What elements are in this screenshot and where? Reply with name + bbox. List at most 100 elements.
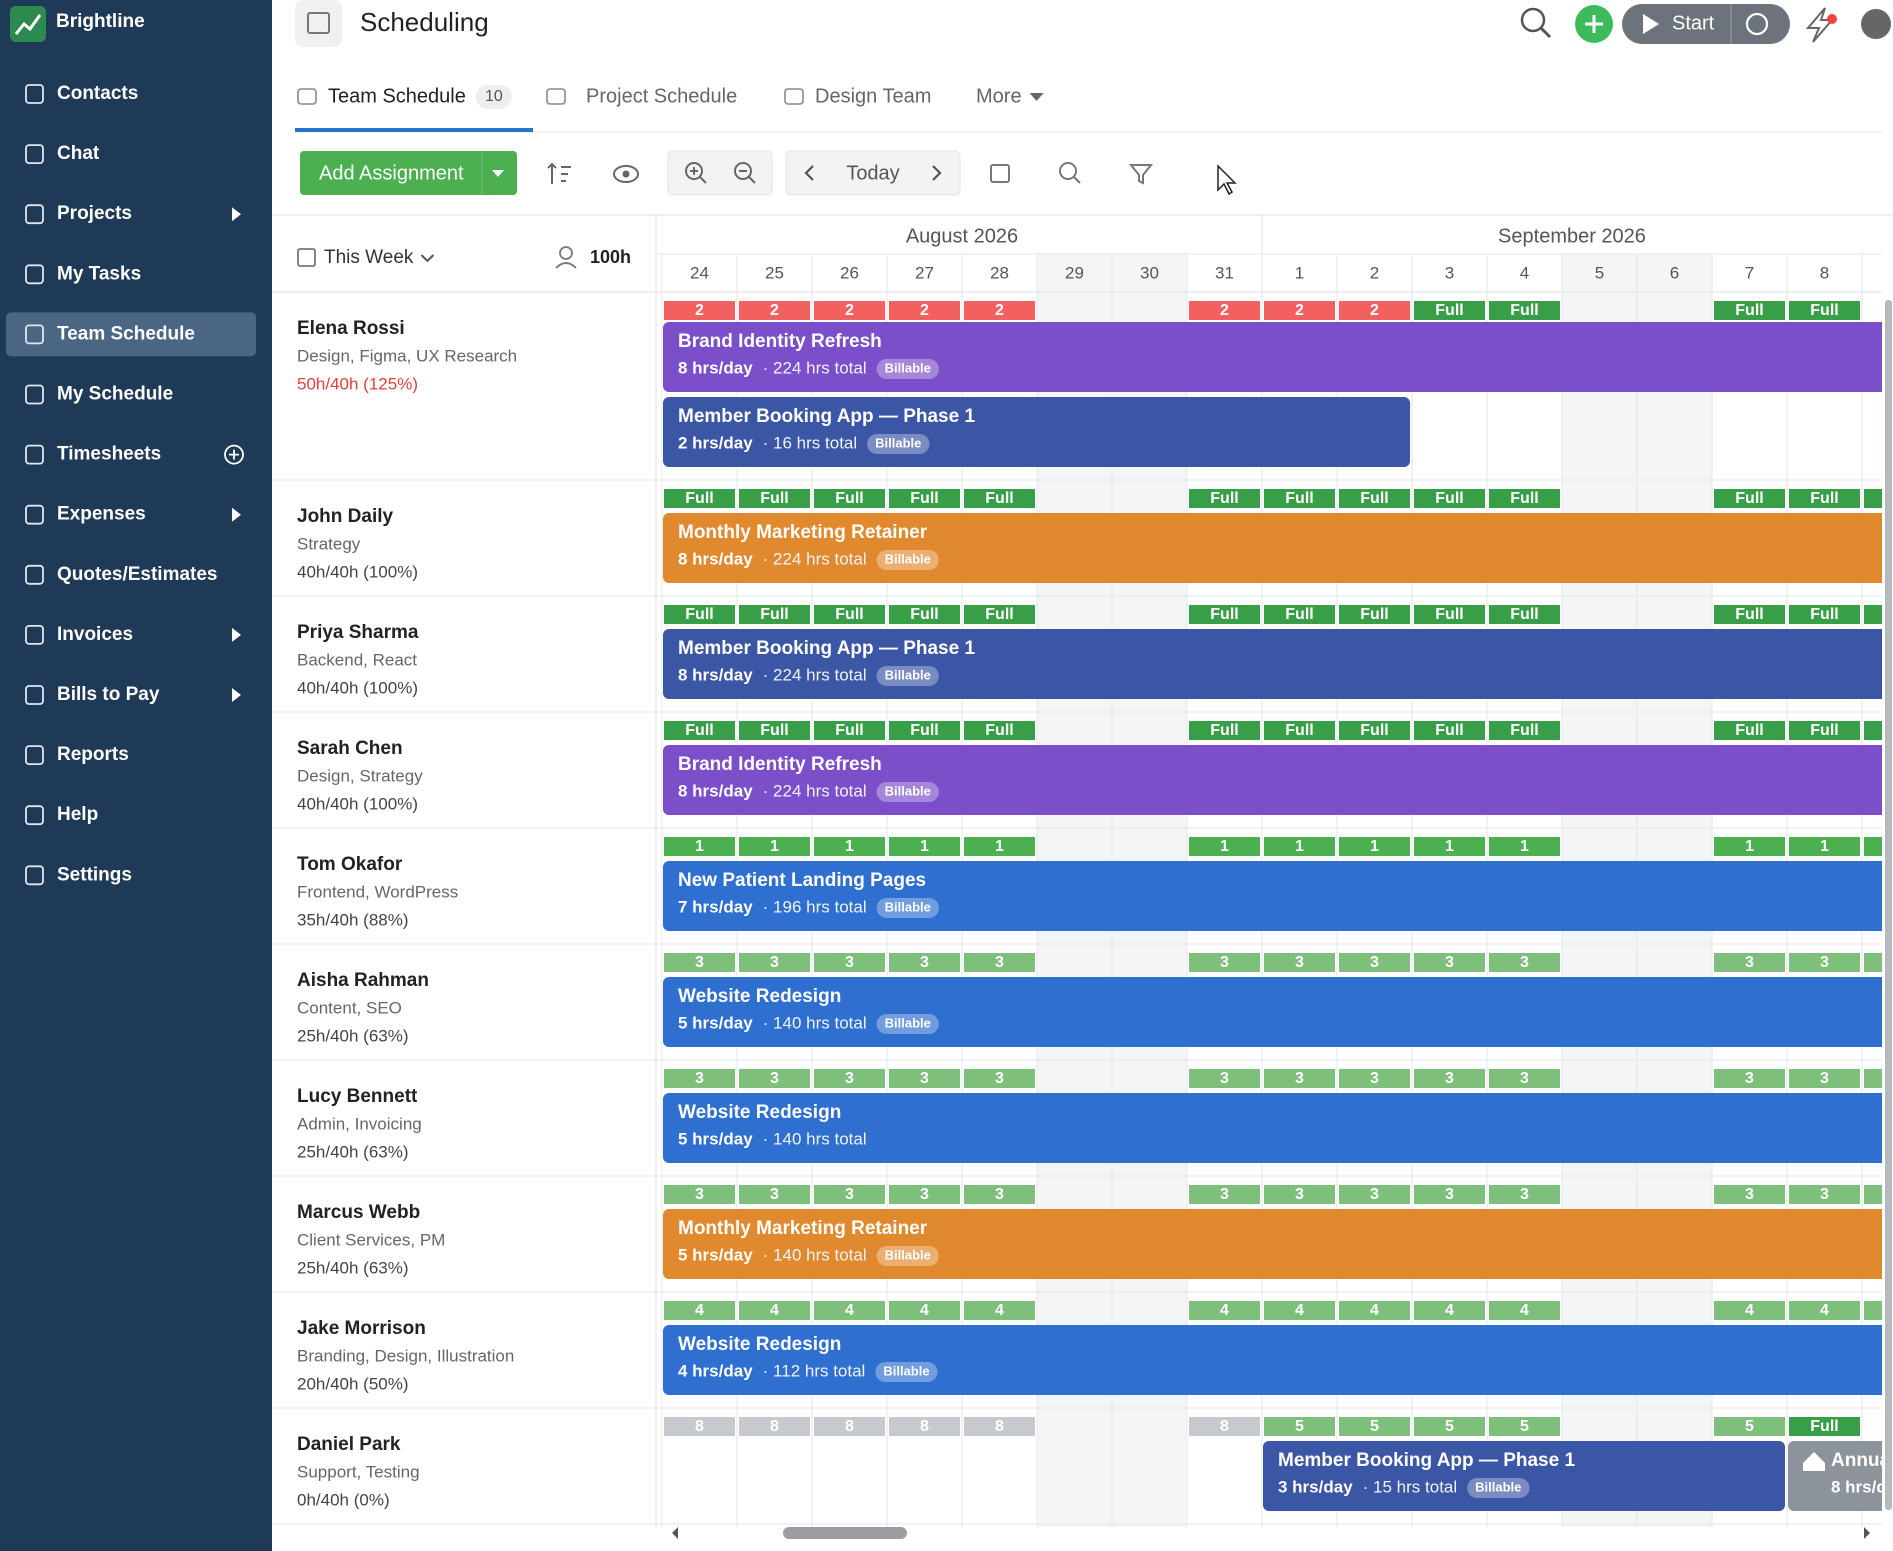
nav-item[interactable]: Expenses bbox=[25, 504, 241, 525]
scroll-right[interactable] bbox=[1864, 1527, 1870, 1539]
capacity-cell bbox=[1414, 721, 1485, 740]
capacity-label: 2 bbox=[845, 302, 854, 319]
nav-icon bbox=[25, 625, 44, 645]
capacity-cell bbox=[1864, 837, 1882, 856]
nav-item[interactable]: Contacts bbox=[25, 83, 138, 104]
zoom-out[interactable] bbox=[734, 162, 752, 180]
capacity-label: Full bbox=[1285, 722, 1313, 739]
nav-item[interactable]: Invoices bbox=[25, 624, 241, 645]
nav-item[interactable]: Chat bbox=[25, 143, 100, 164]
capacity-cell bbox=[1339, 953, 1410, 972]
capacity-cell bbox=[1789, 953, 1860, 972]
nav-item[interactable]: Projects bbox=[25, 203, 241, 224]
capacity-label: 3 bbox=[770, 1070, 779, 1087]
person-name[interactable]: Sarah Chen bbox=[297, 738, 403, 759]
nav-item[interactable]: My Schedule bbox=[25, 384, 173, 405]
grid-search[interactable] bbox=[1059, 162, 1077, 180]
assignment-bar[interactable]: Website Redesign 5 hrs/day · 140 hrs total… bbox=[663, 977, 1893, 1047]
tab[interactable]: More bbox=[976, 85, 1044, 107]
tab[interactable]: Project Schedule bbox=[546, 85, 737, 107]
capacity-cell bbox=[889, 301, 960, 320]
date-picker[interactable] bbox=[990, 164, 1010, 183]
assignment-bar[interactable]: Member Booking App — Phase 1 2 hrs/day · 1… bbox=[663, 397, 1410, 467]
tab-count: 10 bbox=[485, 88, 503, 105]
assignment-rate: 5 hrs/day bbox=[678, 1129, 753, 1148]
nav-item[interactable]: Help bbox=[25, 804, 98, 825]
day-label: 4 bbox=[1520, 263, 1529, 282]
assignment-bar[interactable]: Annual Leave 8 hrs/day bbox=[1788, 1441, 1893, 1511]
capacity-cell bbox=[1264, 489, 1335, 508]
brand-logo bbox=[10, 6, 46, 42]
view-icon[interactable] bbox=[613, 165, 639, 183]
nav-item[interactable]: Quotes/Estimates bbox=[25, 564, 218, 585]
person-skills: Frontend, WordPress bbox=[297, 882, 458, 901]
assignment-bar[interactable]: Member Booking App — Phase 1 8 hrs/day · 2… bbox=[663, 629, 1893, 699]
nav-item[interactable]: Reports bbox=[25, 744, 129, 765]
avatar[interactable] bbox=[1861, 9, 1891, 39]
assignment-bar[interactable]: Member Booking App — Phase 1 3 hrs/day · 1… bbox=[1263, 1441, 1785, 1511]
scroll-thumb[interactable] bbox=[783, 1527, 907, 1539]
nav-item[interactable]: My Tasks bbox=[25, 263, 141, 284]
assignment-bar[interactable]: Website Redesign 4 hrs/day · 112 hrs total… bbox=[663, 1325, 1893, 1395]
tab[interactable]: Team Schedule 10 bbox=[297, 85, 512, 109]
capacity-cell bbox=[964, 1417, 1035, 1436]
nav-item[interactable]: Bills to Pay bbox=[25, 684, 241, 705]
search-button[interactable] bbox=[1520, 7, 1546, 33]
assignment-bar[interactable]: Monthly Marketing Retainer 5 hrs/day · 140… bbox=[663, 1209, 1893, 1279]
tab-icon bbox=[784, 88, 804, 105]
capacity-cell bbox=[814, 721, 885, 740]
assignment-bar[interactable]: Monthly Marketing Retainer 8 hrs/day · 224… bbox=[663, 513, 1893, 583]
person-name[interactable]: Aisha Rahman bbox=[297, 970, 429, 991]
range-caret bbox=[420, 254, 435, 263]
capacity-cell bbox=[814, 953, 885, 972]
next-button[interactable] bbox=[932, 165, 942, 181]
capacity-label: Full bbox=[835, 606, 863, 623]
capacity-cell bbox=[664, 1069, 735, 1088]
person-name[interactable]: Jake Morrison bbox=[297, 1318, 426, 1339]
person-name[interactable]: Tom Okafor bbox=[297, 854, 403, 875]
assignment-bar[interactable]: Brand Identity Refresh 8 hrs/day · 224 hrs… bbox=[663, 745, 1893, 815]
nav-item[interactable]: Settings bbox=[25, 864, 132, 885]
person-name[interactable]: Daniel Park bbox=[297, 1434, 401, 1455]
assignment-bar[interactable]: Brand Identity Refresh 8 hrs/day · 224 hrs… bbox=[663, 322, 1893, 392]
capacity-label: 4 bbox=[695, 1302, 704, 1319]
assignment-bar[interactable]: Website Redesign 5 hrs/day · 140 hrs total bbox=[663, 1093, 1893, 1163]
assignment-title: Monthly Marketing Retainer bbox=[678, 522, 928, 543]
capacity-label: Full bbox=[1735, 302, 1763, 319]
person-name[interactable]: Lucy Bennett bbox=[297, 1086, 418, 1107]
tab-caret bbox=[1029, 93, 1044, 101]
person-row: John Daily Strategy 40h/40h (100%) bbox=[297, 506, 418, 581]
today-button[interactable]: Today bbox=[846, 162, 899, 184]
billable-pill bbox=[876, 898, 939, 918]
range-selector[interactable]: This Week bbox=[324, 247, 414, 268]
person-name[interactable]: John Daily bbox=[297, 506, 394, 527]
mouse-cursor bbox=[1217, 164, 1237, 196]
person-name[interactable]: Marcus Webb bbox=[297, 1202, 420, 1223]
capacity-label: 2 bbox=[920, 302, 929, 319]
person-name[interactable]: Priya Sharma bbox=[297, 622, 419, 643]
capacity-label: Full bbox=[1210, 490, 1238, 507]
capacity-label: Full bbox=[1360, 722, 1388, 739]
assignment-title: Brand Identity Refresh bbox=[678, 331, 882, 352]
capacity-cell bbox=[889, 721, 960, 740]
assignment-title: Website Redesign bbox=[678, 986, 841, 1007]
capacity-cell bbox=[889, 1301, 960, 1320]
person-name[interactable]: Elena Rossi bbox=[297, 318, 405, 339]
filter-button[interactable] bbox=[1128, 164, 1154, 185]
capacity-label: 3 bbox=[995, 954, 1004, 971]
nav-item[interactable]: Team Schedule bbox=[6, 312, 256, 357]
tab[interactable]: Design Team bbox=[784, 85, 931, 107]
capacity-cell bbox=[1264, 301, 1335, 320]
zoom-in[interactable] bbox=[685, 162, 703, 180]
sort-icon[interactable] bbox=[547, 162, 571, 184]
bolt-icon[interactable] bbox=[1805, 7, 1835, 43]
nav-item[interactable]: Timesheets bbox=[25, 444, 244, 465]
prev-button[interactable] bbox=[804, 165, 814, 181]
assignment-block bbox=[663, 1209, 1882, 1279]
v-scroll-thumb[interactable] bbox=[1885, 300, 1892, 1510]
person-skills: Content, SEO bbox=[297, 998, 402, 1017]
start-button[interactable] bbox=[1622, 4, 1790, 44]
scroll-left[interactable] bbox=[672, 1527, 678, 1539]
assignment-bar[interactable]: New Patient Landing Pages 7 hrs/day · 196 … bbox=[663, 861, 1893, 931]
add-assignment-button[interactable] bbox=[300, 151, 517, 195]
